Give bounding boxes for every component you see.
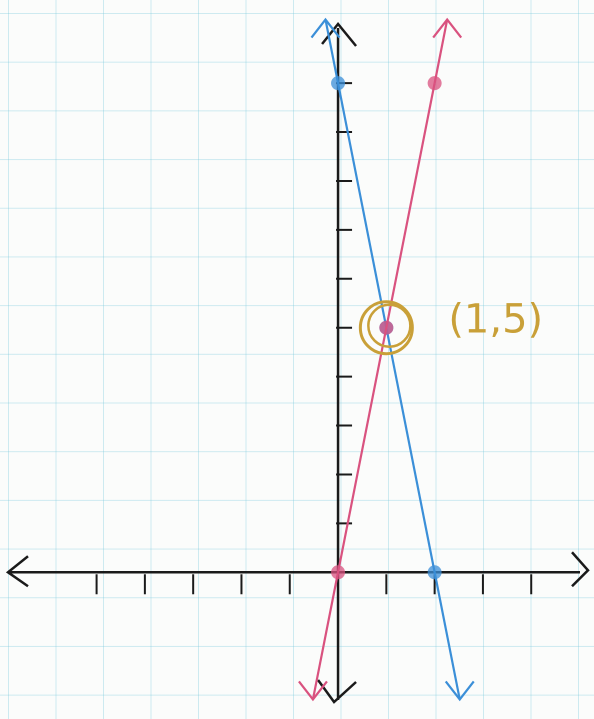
annotation: (1,5) — [448, 297, 543, 343]
point — [428, 565, 442, 579]
line-extension — [313, 572, 338, 699]
x-axis-arrow — [572, 552, 588, 586]
point — [379, 321, 393, 335]
point — [331, 76, 345, 90]
line-extension — [435, 572, 460, 699]
chart: (1,5) — [0, 0, 594, 719]
point — [428, 76, 442, 90]
point — [331, 565, 345, 579]
